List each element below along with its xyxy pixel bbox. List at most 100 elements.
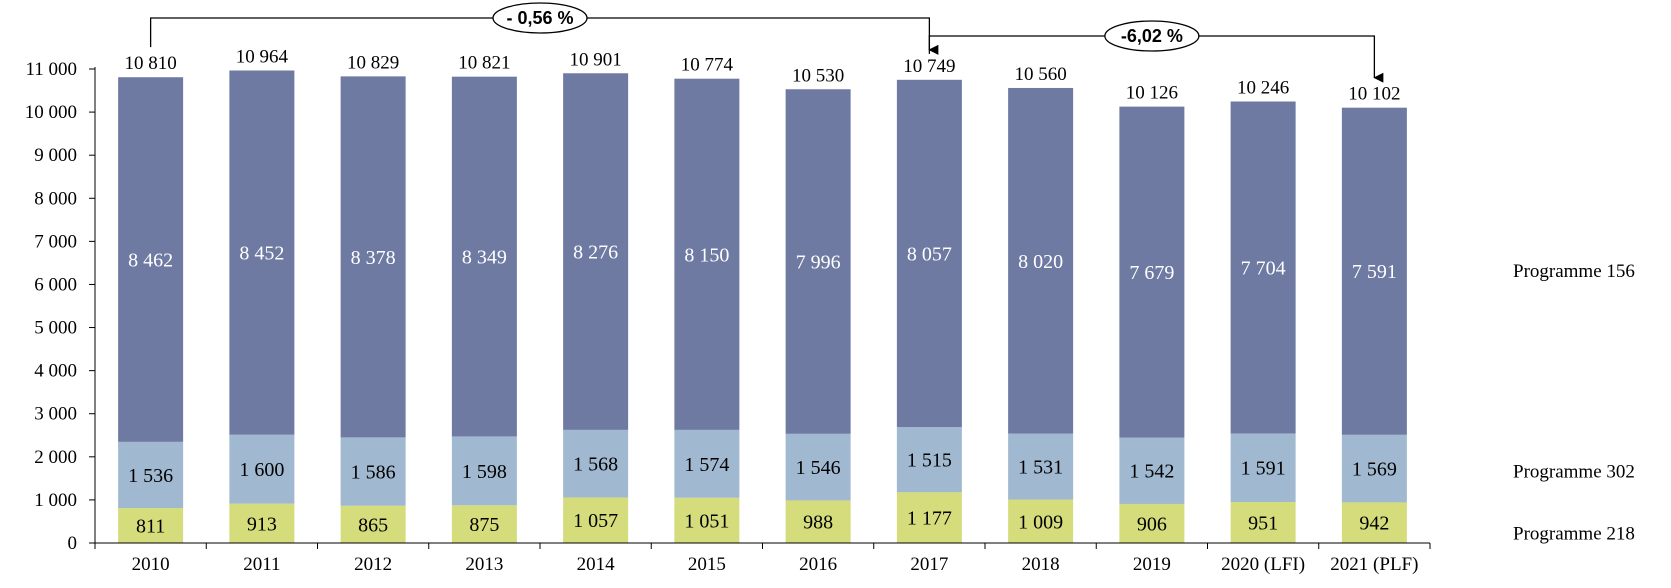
x-tick-label: 2015 <box>688 554 726 575</box>
segment-label: 1 515 <box>907 450 952 472</box>
total-label: 10 102 <box>1348 84 1400 105</box>
segment-label: 865 <box>358 514 388 536</box>
bar-segment <box>1341 502 1407 543</box>
total-label: 10 829 <box>347 52 399 73</box>
segment-label: 913 <box>247 513 277 535</box>
bar-segment <box>118 77 184 442</box>
bar-segment <box>1341 434 1407 503</box>
y-axis: 0 1 000 2 000 3 000 4 000 5 000 6 000 7 000 8 00… <box>25 59 96 554</box>
bar-segment <box>1119 437 1185 504</box>
total-label: 10 246 <box>1237 77 1289 98</box>
total-label: 10 560 <box>1015 64 1067 85</box>
bar-segment <box>1119 106 1185 438</box>
bar-segment <box>451 505 517 543</box>
bar-segment <box>340 437 406 506</box>
segment-label: 7 996 <box>796 252 841 274</box>
bars <box>118 70 1407 543</box>
bar-segment <box>451 436 517 506</box>
bar-segment <box>563 497 629 543</box>
y-tick-label: 5 000 <box>34 318 77 339</box>
x-tick-label: 2021 (PLF) <box>1330 554 1418 575</box>
segment-label: 8 462 <box>128 250 173 272</box>
x-tick-label: 2010 <box>132 554 170 575</box>
total-label: 10 964 <box>236 47 289 68</box>
segment-label: 1 009 <box>1018 511 1063 533</box>
bar-segment <box>563 429 629 498</box>
bar-segment <box>1008 499 1074 543</box>
x-tick-label: 2016 <box>799 554 837 575</box>
legend-label: Programme 156 <box>1513 261 1635 282</box>
segment-label: 7 704 <box>1241 257 1286 279</box>
segment-label: 8 150 <box>684 244 729 266</box>
bar-segment <box>118 441 184 509</box>
bar-segment <box>896 492 962 543</box>
segment-label: 1 598 <box>462 461 507 483</box>
segment-label: 8 020 <box>1018 251 1063 273</box>
bar-segment <box>674 497 740 543</box>
segment-label: 1 536 <box>128 465 173 487</box>
y-tick-label: 3 000 <box>34 404 77 425</box>
bar-segment <box>340 505 406 543</box>
bar-segment <box>674 78 740 430</box>
total-label: 10 901 <box>570 49 622 70</box>
bar-segment <box>1341 107 1407 435</box>
bar-segment <box>785 89 851 434</box>
segment-label: 1 568 <box>573 454 618 476</box>
total-label: 10 530 <box>792 65 844 86</box>
segment-label: 1 569 <box>1352 459 1397 481</box>
bar-segment <box>785 500 851 543</box>
bar-segment <box>1008 87 1074 434</box>
bar-segment <box>1230 433 1296 503</box>
bar-segment <box>1230 101 1296 434</box>
bar-segment <box>1008 433 1074 500</box>
x-tick-label: 2011 <box>243 554 280 575</box>
total-label: 10 749 <box>903 56 955 77</box>
segment-label: 8 276 <box>573 242 618 264</box>
annotations: - 0,56 % -6,02 % <box>149 2 1384 83</box>
total-label: 10 821 <box>458 53 510 74</box>
y-tick-label: 2 000 <box>34 447 77 468</box>
x-tick-label: 2019 <box>1133 554 1171 575</box>
change-badge <box>1104 20 1200 52</box>
segment-label: 8 057 <box>907 243 952 265</box>
segment-label: 942 <box>1359 513 1389 535</box>
legend-label: Programme 218 <box>1513 524 1635 545</box>
bar-segment <box>674 429 740 498</box>
segment-label: 811 <box>136 516 165 538</box>
segment-label: 1 574 <box>684 454 729 476</box>
bar-segment <box>229 434 295 504</box>
segment-label: 7 679 <box>1129 262 1174 284</box>
bar-segment <box>896 426 962 493</box>
total-label: 10 126 <box>1126 83 1178 104</box>
y-tick-label: 6 000 <box>34 274 77 295</box>
segment-labels: 811 1 536 8 462 913 1 600 8 452 865 1 586 8 378 8… <box>128 242 1397 538</box>
segment-label: 1 546 <box>796 457 841 479</box>
change-badge <box>492 2 588 34</box>
segment-label: 951 <box>1248 513 1278 535</box>
x-tick-label: 2013 <box>465 554 503 575</box>
bar-segment <box>896 79 962 427</box>
segment-label: 8 378 <box>351 247 396 269</box>
segment-label: 1 531 <box>1018 457 1063 479</box>
bar-segment <box>1119 503 1185 543</box>
y-tick-label: 7 000 <box>34 231 77 252</box>
x-tick-label: 2017 <box>910 554 948 575</box>
bar-segment <box>340 76 406 438</box>
segment-label: 875 <box>469 514 499 536</box>
change-label: - 0,56 % <box>506 8 573 28</box>
segment-label: 7 591 <box>1352 261 1397 283</box>
total-labels: 10 810 10 964 10 829 10 821 10 901 10 774 10 5… <box>125 47 1401 105</box>
segment-label: 1 542 <box>1129 461 1174 483</box>
y-tick-label: 8 000 <box>34 188 77 209</box>
segment-label: 1 591 <box>1241 458 1286 480</box>
bar-segment <box>451 76 517 437</box>
y-tick-label: 1 000 <box>34 490 77 511</box>
change-label: -6,02 % <box>1121 26 1183 46</box>
bar-segment <box>229 503 295 543</box>
y-tick-label: 10 000 <box>25 102 77 123</box>
x-axis: 2010 2011 2012 2013 2014 2015 2016 2017 2018 2019… <box>94 542 1431 575</box>
segment-label: 1 600 <box>239 459 284 481</box>
y-tick-label: 0 <box>68 533 78 554</box>
x-tick-label: 2020 (LFI) <box>1221 554 1305 575</box>
x-tick-label: 2012 <box>354 554 392 575</box>
